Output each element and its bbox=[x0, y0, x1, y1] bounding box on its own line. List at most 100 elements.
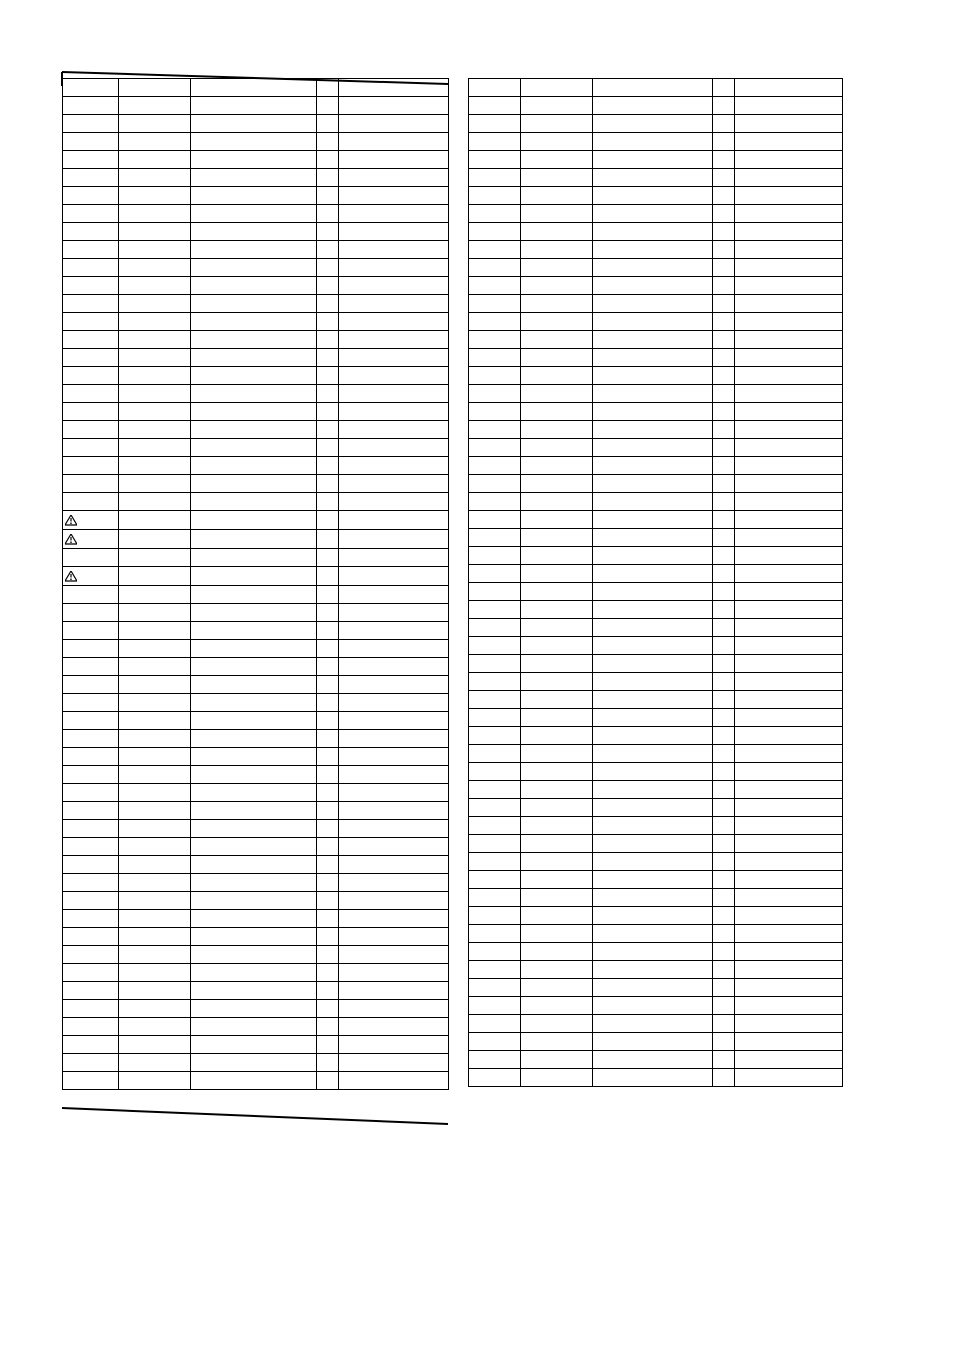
table-cell bbox=[191, 331, 317, 349]
table-cell bbox=[593, 853, 713, 871]
table-row bbox=[469, 601, 843, 619]
table-cell bbox=[713, 187, 735, 205]
table-cell bbox=[339, 331, 449, 349]
table-cell bbox=[191, 133, 317, 151]
table-cell bbox=[339, 1018, 449, 1036]
table-cell bbox=[191, 493, 317, 511]
table-cell bbox=[469, 1069, 521, 1087]
table-row bbox=[63, 604, 449, 622]
table-row bbox=[63, 874, 449, 892]
table-row bbox=[469, 421, 843, 439]
table-row bbox=[63, 964, 449, 982]
table-cell bbox=[317, 604, 339, 622]
table-cell bbox=[713, 223, 735, 241]
table-cell bbox=[119, 640, 191, 658]
table-cell bbox=[339, 223, 449, 241]
table-cell bbox=[191, 115, 317, 133]
table-row bbox=[469, 997, 843, 1015]
table-row bbox=[63, 223, 449, 241]
table-cell bbox=[317, 313, 339, 331]
table-cell bbox=[191, 79, 317, 97]
table-cell bbox=[735, 205, 843, 223]
table-cell bbox=[593, 403, 713, 421]
table-cell bbox=[713, 529, 735, 547]
table-cell bbox=[735, 241, 843, 259]
table-cell bbox=[339, 79, 449, 97]
table-cell bbox=[735, 691, 843, 709]
table-cell bbox=[119, 241, 191, 259]
table-cell bbox=[119, 910, 191, 928]
table-cell bbox=[317, 640, 339, 658]
table-cell bbox=[339, 367, 449, 385]
table-cell bbox=[521, 169, 593, 187]
table-cell bbox=[317, 241, 339, 259]
table-cell bbox=[191, 259, 317, 277]
table-cell bbox=[713, 457, 735, 475]
table-cell bbox=[63, 367, 119, 385]
table-cell bbox=[317, 766, 339, 784]
table-cell bbox=[735, 367, 843, 385]
table-cell bbox=[339, 403, 449, 421]
table-cell bbox=[339, 604, 449, 622]
table-cell bbox=[713, 799, 735, 817]
table-cell bbox=[339, 712, 449, 730]
table-cell bbox=[339, 856, 449, 874]
table-row bbox=[63, 946, 449, 964]
table-cell bbox=[119, 187, 191, 205]
table-cell bbox=[593, 457, 713, 475]
table-cell bbox=[119, 259, 191, 277]
table-cell bbox=[119, 1054, 191, 1072]
table-cell bbox=[339, 1072, 449, 1090]
table-cell bbox=[339, 295, 449, 313]
table-cell bbox=[593, 493, 713, 511]
table-row bbox=[469, 259, 843, 277]
table-row bbox=[63, 784, 449, 802]
table-cell bbox=[469, 349, 521, 367]
table-cell bbox=[63, 439, 119, 457]
table-cell bbox=[469, 295, 521, 313]
table-cell bbox=[191, 457, 317, 475]
table-cell bbox=[593, 871, 713, 889]
table-row bbox=[469, 673, 843, 691]
table-row bbox=[63, 349, 449, 367]
table-cell bbox=[521, 925, 593, 943]
table-cell bbox=[593, 385, 713, 403]
table-row bbox=[469, 511, 843, 529]
table-cell bbox=[469, 475, 521, 493]
table-cell bbox=[339, 820, 449, 838]
table-cell bbox=[469, 493, 521, 511]
table-row bbox=[63, 892, 449, 910]
table-cell bbox=[521, 979, 593, 997]
table-cell bbox=[593, 799, 713, 817]
table-cell bbox=[191, 712, 317, 730]
table-cell bbox=[339, 748, 449, 766]
table-row bbox=[63, 586, 449, 604]
table-cell bbox=[593, 727, 713, 745]
warning-icon bbox=[65, 571, 77, 582]
table-row bbox=[469, 151, 843, 169]
table-cell bbox=[317, 97, 339, 115]
table-cell bbox=[735, 79, 843, 97]
table-cell bbox=[119, 169, 191, 187]
table-cell bbox=[191, 313, 317, 331]
table-cell bbox=[521, 943, 593, 961]
table-cell bbox=[521, 187, 593, 205]
table-cell bbox=[735, 511, 843, 529]
table-cell bbox=[469, 799, 521, 817]
table-row bbox=[63, 277, 449, 295]
table-cell bbox=[317, 133, 339, 151]
table-cell bbox=[191, 1036, 317, 1054]
table-cell bbox=[119, 586, 191, 604]
table-cell bbox=[63, 892, 119, 910]
table-row bbox=[63, 331, 449, 349]
table-cell bbox=[469, 133, 521, 151]
table-cell bbox=[63, 530, 119, 549]
table-cell bbox=[713, 277, 735, 295]
table-cell bbox=[191, 874, 317, 892]
table-cell bbox=[735, 799, 843, 817]
table-cell bbox=[191, 549, 317, 567]
table-row bbox=[469, 745, 843, 763]
table-cell bbox=[119, 892, 191, 910]
table-cell bbox=[521, 853, 593, 871]
table-cell bbox=[119, 784, 191, 802]
